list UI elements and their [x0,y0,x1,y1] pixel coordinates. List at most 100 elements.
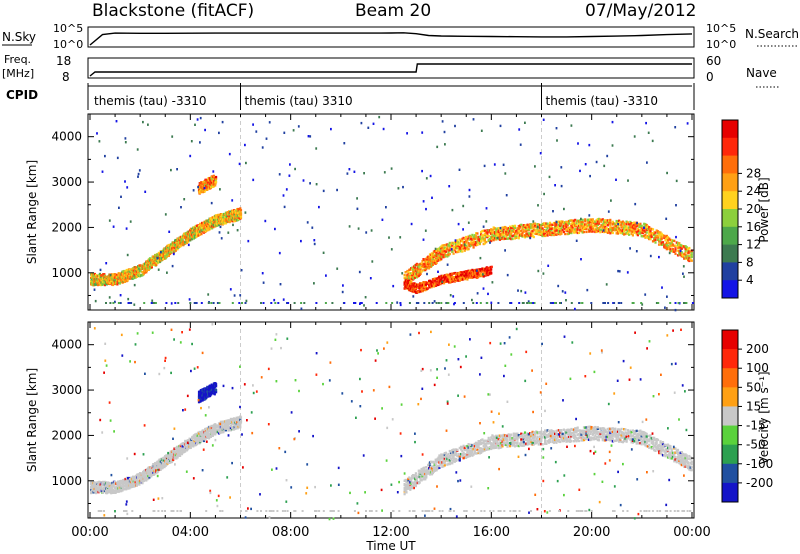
scatter-cell [390,248,393,251]
scatter-cell [410,222,413,226]
scatter-cell [462,302,465,304]
scatter-cell [452,242,455,245]
scatter-cell [563,207,565,211]
scatter-cell [648,226,651,229]
scatter-cell [532,235,535,239]
scatter-cell [415,479,418,482]
scatter-cell [244,143,246,147]
scatter-cell [210,393,213,396]
scatter-cell [603,223,606,226]
scatter-cell [116,156,119,160]
scatter-cell [452,455,455,458]
cpid-segment-label: themis (tau) -3310 [546,94,659,108]
scatter-cell [537,204,539,207]
scatter-cell [158,468,161,471]
scatter-cell [475,232,478,235]
scatter-cell [136,268,139,271]
scatter-cell [238,162,241,166]
scatter-cell [581,302,584,304]
scatter-cell [560,232,563,235]
scatter-cell [581,222,584,226]
scatter-cell [545,222,548,225]
scatter-cell [646,228,649,231]
scatter-cell [602,229,605,232]
scatter-cell [447,249,450,252]
scatter-cell [135,273,138,276]
scatter-cell [561,220,564,223]
scatter-cell [683,252,686,256]
scatter-cell [98,480,101,484]
scatter-cell [101,487,104,490]
scatter-cell [574,307,576,311]
scatter-cell [211,429,214,432]
scatter-cell [164,247,167,251]
scatter-cell [619,228,622,232]
scatter-cell [482,273,484,276]
scatter-cell [428,267,431,270]
scatter-cell [260,302,262,304]
scatter-cell [164,255,167,258]
scatter-cell [348,225,351,228]
scatter-cell [417,302,420,304]
scatter-cell [432,461,435,464]
scatter-cell [488,239,491,242]
scatter-cell [157,468,160,471]
scatter-cell [181,238,184,242]
scatter-cell [644,230,647,233]
scatter-cell [164,252,167,256]
scatter-cell [427,468,430,471]
scatter-cell [542,272,545,275]
scatter-cell [534,232,537,235]
scatter-cell [523,236,527,239]
scatter-cell [115,273,118,277]
cpid-segments: themis (tau) -3310 themis (tau) 3310 themi… [94,83,658,110]
scatter-cell [122,487,125,491]
scatter-cell [118,488,121,492]
scatter-cell [625,224,628,228]
scatter-cell [685,246,688,249]
scatter-cell [204,229,207,233]
scatter-cell [626,227,629,230]
scatter-cell [90,491,93,495]
scatter-cell [675,204,677,207]
scatter-cell [590,221,593,224]
scatter-cell [236,425,239,428]
scatter-cell [601,226,604,229]
scatter-cell [441,461,444,464]
scatter-cell [589,174,591,178]
scatter-cell [125,227,128,230]
scatter-cell [196,224,199,227]
scatter-cell [215,175,218,179]
scatter-cell [228,152,231,156]
scatter-cell [434,247,437,251]
scatter-cell [168,453,171,456]
scatter-cell [453,245,456,248]
scatter-cell [497,229,500,232]
scatter-cell [470,244,473,247]
scatter-cell [212,218,216,222]
scatter-cell [639,224,642,227]
scatter-cell [603,230,606,234]
scatter-cell [468,188,471,192]
scatter-cell [359,302,362,304]
scatter-cell [668,242,671,245]
scatter-cell [363,304,365,307]
scatter-cell [490,232,493,235]
scatter-cell [187,446,190,450]
scatter-cell [639,228,642,232]
scatter-cell [139,270,142,273]
scatter-cell [208,388,211,392]
cpid-label: CPID [6,88,38,102]
scatter-cell [192,234,195,237]
scatter-cell [623,227,626,230]
scatter-cell [145,269,148,272]
scatter-cell [635,223,638,226]
scatter-cell [565,299,567,302]
scatter-cell [457,243,460,246]
scatter-cell [451,449,454,452]
scatter-cell [601,225,604,228]
scatter-cell [570,219,573,222]
scatter-cell [222,430,225,434]
scatter-cell [440,302,443,304]
scatter-cell [611,223,614,226]
